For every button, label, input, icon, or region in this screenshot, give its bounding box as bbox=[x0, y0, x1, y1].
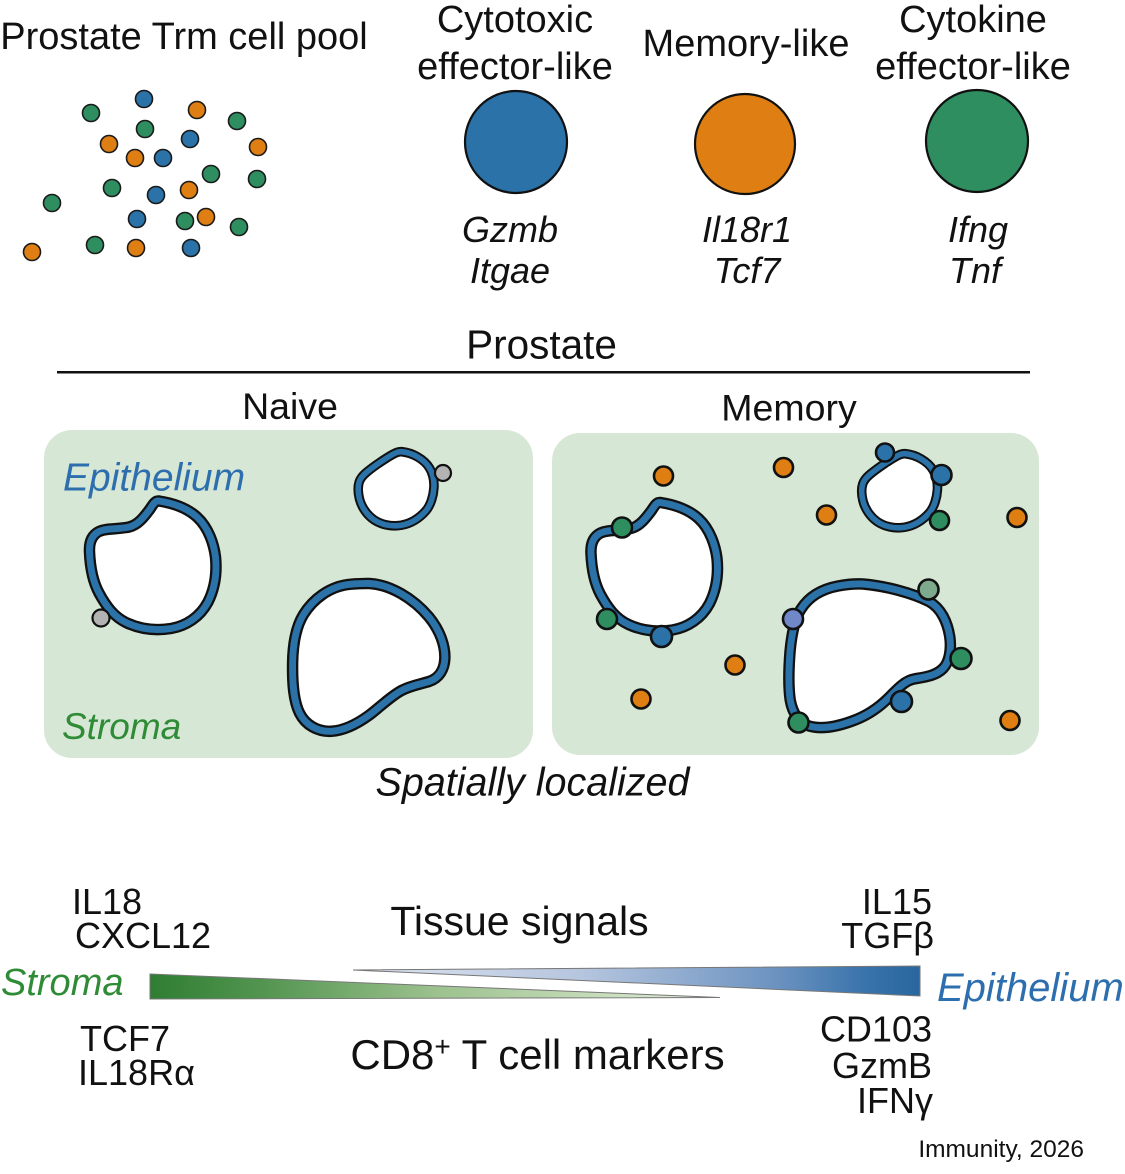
svg-text:TCF7: TCF7 bbox=[80, 1018, 170, 1059]
svg-text:Cytokine: Cytokine bbox=[899, 0, 1047, 41]
svg-text:CD103: CD103 bbox=[820, 1009, 932, 1050]
svg-text:Stroma: Stroma bbox=[1, 962, 123, 1004]
svg-text:IL18Rα: IL18Rα bbox=[78, 1052, 195, 1093]
svg-text:GzmB: GzmB bbox=[832, 1045, 932, 1086]
svg-text:Prostate: Prostate bbox=[466, 322, 617, 368]
svg-text:Prostate Trm cell pool: Prostate Trm cell pool bbox=[0, 16, 367, 58]
svg-text:effector-like: effector-like bbox=[417, 46, 613, 88]
svg-text:Cytotoxic: Cytotoxic bbox=[437, 0, 593, 41]
svg-text:Epithelium: Epithelium bbox=[63, 457, 245, 500]
svg-text:Epithelium: Epithelium bbox=[937, 966, 1124, 1010]
svg-text:Tnf: Tnf bbox=[949, 250, 1005, 291]
svg-text:Stroma: Stroma bbox=[62, 706, 181, 747]
svg-text:TGFβ: TGFβ bbox=[841, 915, 934, 956]
svg-text:Memory-like: Memory-like bbox=[643, 23, 850, 65]
svg-text:Memory: Memory bbox=[721, 387, 857, 429]
svg-text:Naive: Naive bbox=[242, 385, 338, 427]
svg-text:Il18r1: Il18r1 bbox=[702, 209, 792, 250]
svg-text:CD8+ T cell markers: CD8+ T cell markers bbox=[350, 1031, 724, 1078]
svg-text:Gzmb: Gzmb bbox=[462, 209, 558, 250]
svg-text:Immunity, 2026: Immunity, 2026 bbox=[918, 1136, 1084, 1163]
svg-text:Spatially localized: Spatially localized bbox=[376, 761, 692, 805]
svg-text:Tissue signals: Tissue signals bbox=[390, 898, 648, 944]
svg-text:Tcf7: Tcf7 bbox=[714, 250, 783, 291]
svg-text:CXCL12: CXCL12 bbox=[75, 915, 211, 956]
svg-text:Ifng: Ifng bbox=[948, 209, 1008, 250]
svg-text:IL18: IL18 bbox=[72, 881, 142, 922]
svg-text:Itgae: Itgae bbox=[470, 250, 550, 291]
svg-text:effector-like: effector-like bbox=[875, 46, 1071, 88]
svg-text:IL15: IL15 bbox=[862, 881, 932, 922]
svg-text:IFNγ: IFNγ bbox=[857, 1080, 933, 1121]
